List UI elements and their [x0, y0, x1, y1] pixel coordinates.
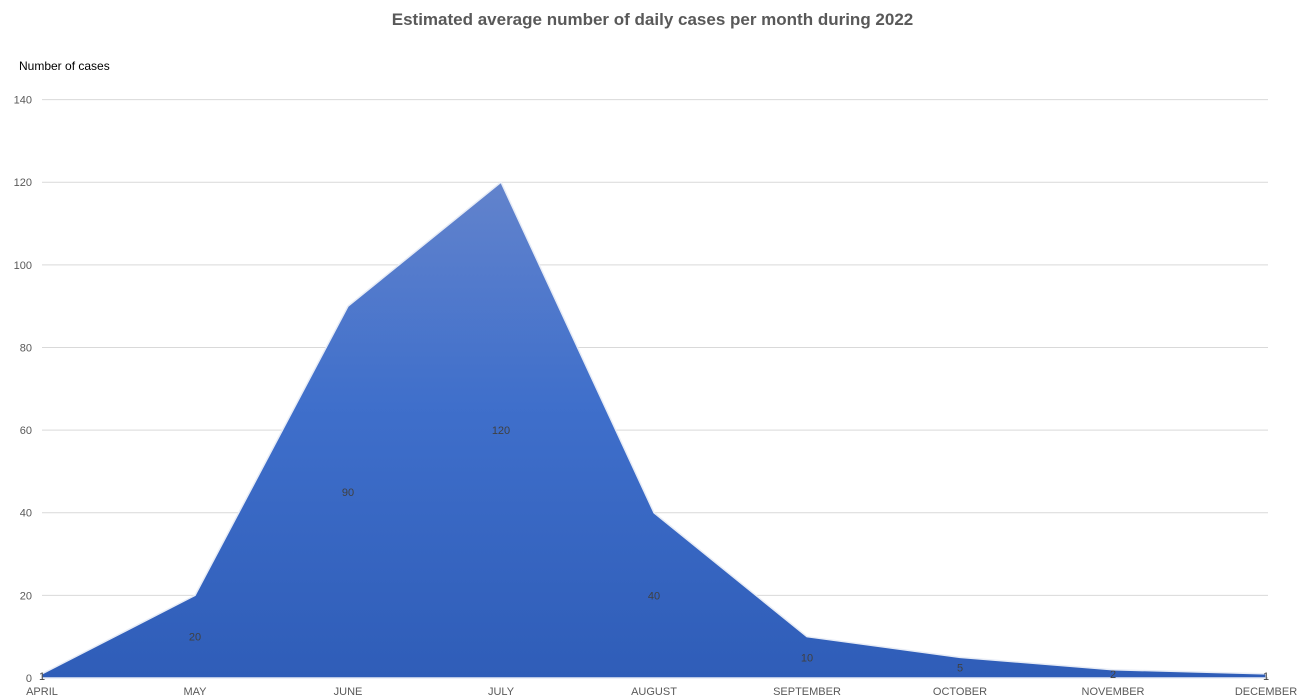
- x-tick-label: SEPTEMBER: [773, 686, 841, 698]
- chart-title: Estimated average number of daily cases …: [391, 10, 914, 29]
- x-tick-label: AUGUST: [631, 686, 677, 698]
- x-tick-label: NOVEMBER: [1082, 686, 1145, 698]
- data-label: 2: [1110, 669, 1116, 681]
- x-tick-label: MAY: [183, 686, 207, 698]
- y-tick-label: 60: [20, 425, 32, 437]
- data-label: 1: [1263, 671, 1269, 683]
- area-fill: [41, 181, 1267, 679]
- y-tick-label: 140: [14, 95, 32, 107]
- data-label: 5: [957, 663, 963, 675]
- x-axis-ticks: APRIL MAY JUNE JULY AUGUST SEPTEMBER OCTOBER NO…: [26, 686, 1297, 698]
- x-tick-label: DECEMBER: [1235, 686, 1297, 698]
- data-label: 90: [342, 487, 354, 499]
- y-tick-label: 80: [20, 342, 32, 354]
- y-tick-label: 40: [20, 508, 32, 520]
- x-tick-label: JUNE: [334, 686, 363, 698]
- data-label: 1: [39, 671, 45, 683]
- data-label: 10: [801, 652, 813, 664]
- area-series: [41, 181, 1267, 679]
- y-axis-label: Number of cases: [19, 59, 110, 73]
- data-label: 20: [189, 632, 201, 644]
- data-label: 120: [492, 425, 510, 437]
- x-tick-label: OCTOBER: [933, 686, 987, 698]
- x-tick-label: JULY: [488, 686, 515, 698]
- data-label: 40: [648, 590, 660, 602]
- x-tick-label: APRIL: [26, 686, 58, 698]
- y-tick-label: 0: [26, 673, 32, 685]
- y-tick-label: 120: [14, 177, 32, 189]
- y-axis-ticks: 0 20 40 60 80 100 120 140: [14, 95, 32, 685]
- y-tick-label: 20: [20, 590, 32, 602]
- y-tick-label: 100: [14, 260, 32, 272]
